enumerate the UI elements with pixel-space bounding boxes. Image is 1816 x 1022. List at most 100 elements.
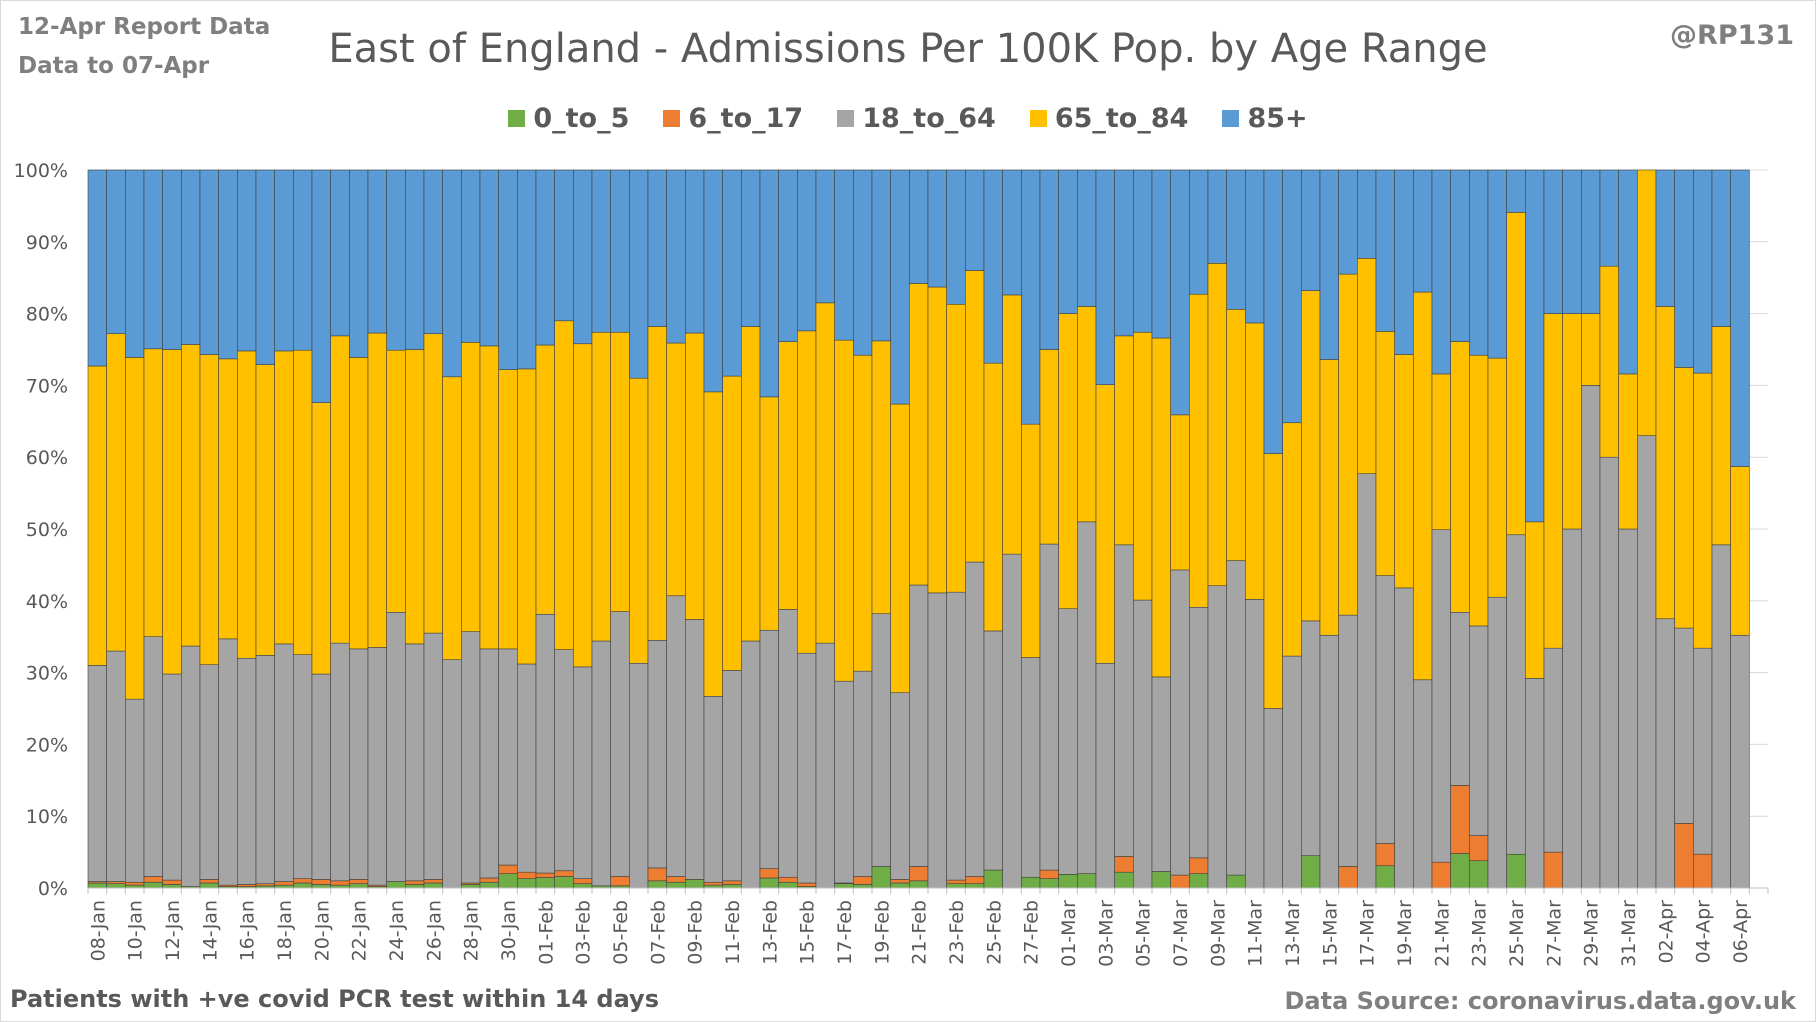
y-tick-label: 30% [26, 663, 68, 685]
bar-segment-65-to-84 [1730, 466, 1750, 636]
bar-segment-85plus [573, 169, 593, 345]
bar-segment-65-to-84 [1693, 372, 1713, 649]
data-source-label: Data Source: coronavirus.data.gov.uk [1284, 987, 1797, 1015]
y-tick-label: 0% [38, 878, 68, 900]
bar-segment-65-to-84 [498, 369, 518, 650]
footer-note: Patients with +ve covid PCR test within … [10, 985, 659, 1013]
bar-segment-18-to-64 [125, 698, 145, 883]
bar-segment-85plus [1413, 169, 1433, 293]
bar-segment-65-to-84 [1189, 293, 1209, 608]
bar-segment-6-to-17 [722, 880, 742, 885]
x-tick-label: 01-Feb [535, 900, 557, 965]
bar-segment-0-to-5 [535, 877, 555, 889]
legend-item-0-to-5: 0_to_5 [508, 103, 629, 134]
bar-segment-0-to-5 [890, 882, 910, 889]
bar-segment-0-to-5 [834, 883, 854, 889]
bar-segment-18-to-64 [311, 673, 331, 880]
bar-segment-65-to-84 [479, 345, 499, 650]
bar-segment-85plus [1002, 169, 1022, 296]
bar-segment-18-to-64 [1357, 473, 1377, 889]
bar-segment-85plus [1655, 169, 1675, 307]
bar-segment-18-to-64 [1095, 662, 1115, 889]
x-tick-label: 16-Jan [237, 900, 259, 961]
x-tick-label: 05-Feb [610, 900, 632, 965]
bar-segment-18-to-64 [741, 640, 761, 889]
x-tick-label: 11-Feb [722, 900, 744, 965]
bar-segment-65-to-84 [461, 342, 481, 632]
chart-title: East of England - Admissions Per 100K Po… [328, 26, 1488, 72]
bar-segment-6-to-17 [610, 876, 630, 887]
bar-segment-65-to-84 [1170, 414, 1190, 571]
bar-segment-6-to-17 [759, 868, 779, 879]
bar-segment-65-to-84 [293, 349, 313, 655]
bar-segment-18-to-64 [1226, 560, 1246, 876]
bar-segment-6-to-17 [797, 882, 817, 887]
bar-segment-18-to-64 [1151, 676, 1171, 872]
bar-segment-85plus [311, 169, 331, 403]
bar-segment-0-to-5 [909, 880, 929, 889]
x-tick-label: 27-Mar [1543, 900, 1565, 967]
bar-segment-85plus [1431, 169, 1451, 375]
bar-segment-65-to-84 [946, 303, 966, 593]
bar-segment-6-to-17 [554, 870, 574, 877]
bar-segment-85plus [554, 169, 574, 322]
bar-segment-85plus [685, 169, 705, 334]
bar-segment-65-to-84 [1357, 258, 1377, 475]
x-tick-label: 25-Mar [1506, 900, 1528, 967]
bar-segment-6-to-17 [666, 876, 686, 883]
bar-segment-6-to-17 [1469, 835, 1489, 862]
x-tick-label: 30-Jan [498, 900, 520, 961]
bar-segment-18-to-64 [610, 611, 630, 877]
bar-segment-65-to-84 [349, 357, 369, 650]
bar-segment-18-to-64 [1562, 528, 1582, 889]
legend-item-85-plus: 85+ [1222, 103, 1308, 134]
x-tick-label: 26-Jan [423, 900, 445, 961]
bar-segment-65-to-84 [1039, 349, 1059, 545]
bar-segment-0-to-5 [946, 883, 966, 889]
bar-segment-85plus [778, 169, 798, 342]
y-tick-label: 100% [14, 160, 68, 182]
bar-segment-18-to-64 [498, 648, 518, 866]
legend-item-65-to-84: 65_to_84 [1029, 103, 1189, 134]
bar-segment-85plus [1469, 169, 1489, 356]
bar-segment-18-to-64 [255, 655, 275, 884]
bar-segment-18-to-64 [1245, 599, 1265, 889]
bar-segment-6-to-17 [423, 879, 443, 884]
bar-segment-65-to-84 [330, 335, 350, 644]
bar-segment-18-to-64 [1487, 596, 1507, 889]
bar-segment-85plus [162, 169, 182, 350]
bar-segment-85plus [1506, 169, 1526, 213]
x-tick-label: 03-Feb [573, 900, 595, 965]
bar-segment-85plus [349, 169, 369, 358]
bar-segment-6-to-17 [1039, 869, 1059, 879]
legend-label-85-plus: 85+ [1247, 103, 1308, 134]
bar-segment-65-to-84 [1543, 313, 1563, 649]
bar-segment-0-to-5 [143, 881, 163, 889]
x-tick-label: 10-Jan [125, 900, 147, 961]
bar-segment-85plus [255, 169, 275, 365]
bar-segment-65-to-84 [1581, 313, 1601, 386]
bar-segment-0-to-5 [498, 873, 518, 889]
bar-segment-6-to-17 [909, 866, 929, 882]
bar-segment-0-to-5 [853, 884, 873, 889]
bar-segment-85plus [1095, 169, 1115, 385]
bar-segment-0-to-5 [1226, 874, 1246, 889]
bar-segment-6-to-17 [703, 881, 723, 886]
legend-label-65-to-84: 65_to_84 [1054, 103, 1189, 134]
bar-segment-18-to-64 [1021, 657, 1041, 878]
x-tick-label: 15-Mar [1319, 900, 1341, 967]
bar-segment-85plus [1282, 169, 1302, 424]
bar-segment-18-to-64 [1002, 553, 1022, 889]
bar-segment-65-to-84 [1301, 290, 1321, 622]
bar-segment-65-to-84 [815, 302, 835, 644]
bar-segment-6-to-17 [1674, 823, 1694, 889]
x-tick-label: 31-Mar [1618, 900, 1640, 967]
bar-segment-0-to-5 [871, 866, 891, 889]
bar-segment-65-to-84 [1151, 337, 1171, 678]
bar-segment-18-to-64 [1319, 634, 1339, 889]
bar-segment-65-to-84 [367, 332, 387, 648]
bar-segment-0-to-5 [1450, 853, 1470, 889]
x-tick-label: 22-Jan [349, 900, 371, 961]
bar-segment-18-to-64 [181, 645, 201, 887]
bar-segment-85plus [423, 169, 443, 335]
